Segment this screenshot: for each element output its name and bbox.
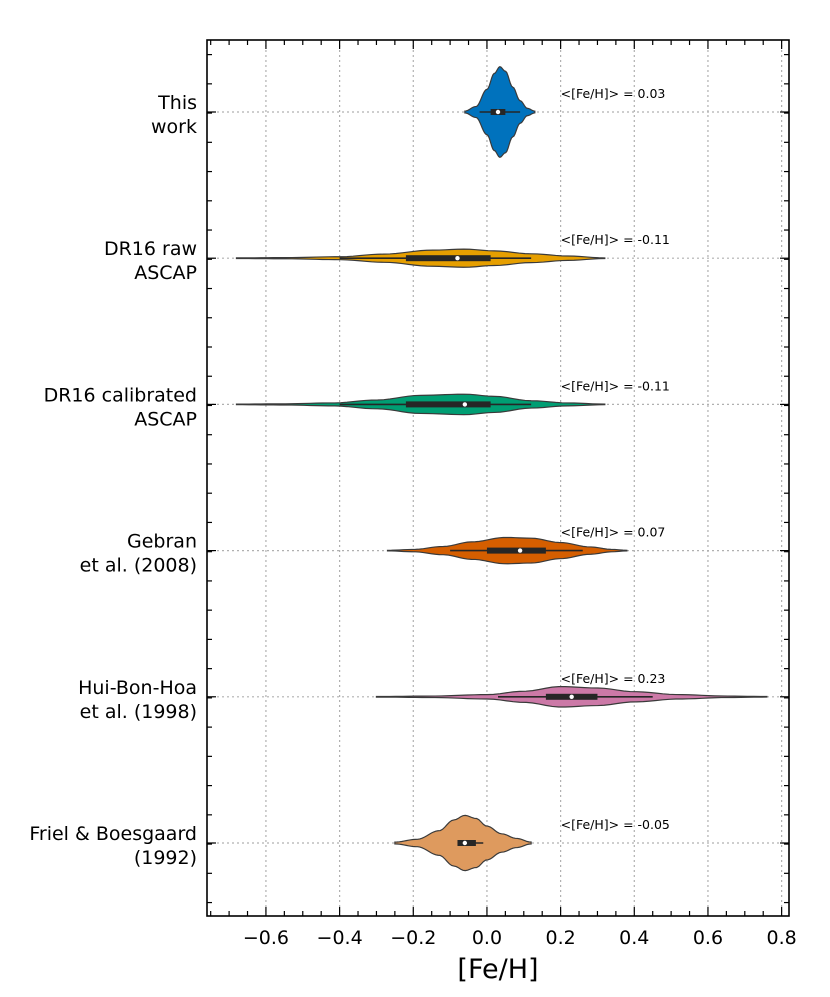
y-category-label-line: DR16 calibrated bbox=[44, 384, 197, 406]
violin-layer bbox=[235, 66, 768, 872]
y-category-label: This work bbox=[151, 92, 197, 138]
violin-median-dot bbox=[455, 256, 460, 261]
y-category-label: Gebran et al. (2008) bbox=[80, 531, 197, 577]
x-tick-label: 0.4 bbox=[619, 927, 649, 949]
grid-layer bbox=[207, 40, 789, 916]
mean-annotation: <[Fe/H]> = -0.11 bbox=[561, 378, 670, 393]
y-category-label: Friel & Boesgaard (1992) bbox=[29, 823, 197, 869]
y-category-label-line: This bbox=[157, 92, 197, 114]
mean-annotation: <[Fe/H]> = 0.23 bbox=[561, 671, 666, 686]
y-category-label-line: (1992) bbox=[134, 847, 197, 869]
violin-iqr-box bbox=[486, 547, 546, 554]
mean-annotation: <[Fe/H]> = 0.03 bbox=[561, 86, 666, 101]
y-category-label-line: ASCAP bbox=[134, 408, 197, 430]
violin-median-dot bbox=[495, 109, 501, 115]
x-tick-label: −0.4 bbox=[317, 927, 363, 949]
mean-annotation: <[Fe/H]> = 0.07 bbox=[561, 525, 666, 540]
x-tick-label: 0.8 bbox=[767, 927, 797, 949]
x-tick-label: −0.6 bbox=[243, 927, 289, 949]
y-category-label: Hui-Bon-Hoa et al. (1998) bbox=[78, 677, 197, 723]
y-category-label-line: et al. (2008) bbox=[80, 555, 197, 577]
tick-layer: −0.6 −0.4 −0.2 0.0 0.2 0.4 0.6 0.8 bbox=[207, 40, 797, 949]
y-category-label-line: Hui-Bon-Hoa bbox=[78, 677, 197, 699]
violin-median-dot bbox=[462, 402, 468, 407]
violin-iqr-box bbox=[405, 401, 491, 408]
violin-median-dot bbox=[517, 548, 523, 553]
violin-iqr-box bbox=[405, 255, 491, 262]
y-category-label-line: DR16 raw bbox=[104, 238, 197, 260]
y-category-label-line: et al. (1998) bbox=[80, 701, 197, 723]
y-category-label: DR16 calibrated ASCAP bbox=[44, 384, 197, 430]
mean-annotation: <[Fe/H]> = -0.11 bbox=[561, 232, 670, 247]
x-tick-label: 0.0 bbox=[472, 927, 502, 949]
x-tick-label: −0.2 bbox=[390, 927, 436, 949]
violin-median-dot bbox=[462, 840, 468, 846]
x-axis-label: [Fe/H] bbox=[457, 954, 538, 985]
x-tick-label: 0.6 bbox=[693, 927, 723, 949]
x-tick-label: 0.2 bbox=[546, 927, 576, 949]
plot-frame bbox=[206, 39, 790, 917]
y-category-label-line: Friel & Boesgaard bbox=[29, 823, 197, 845]
y-category-label-line: Gebran bbox=[127, 531, 197, 553]
mean-annotation: <[Fe/H]> = -0.05 bbox=[561, 817, 670, 832]
violin-median-dot bbox=[569, 694, 574, 699]
y-category-label-line: work bbox=[151, 116, 197, 138]
y-category-label: DR16 raw ASCAP bbox=[104, 238, 197, 284]
y-category-label-line: ASCAP bbox=[134, 262, 197, 284]
